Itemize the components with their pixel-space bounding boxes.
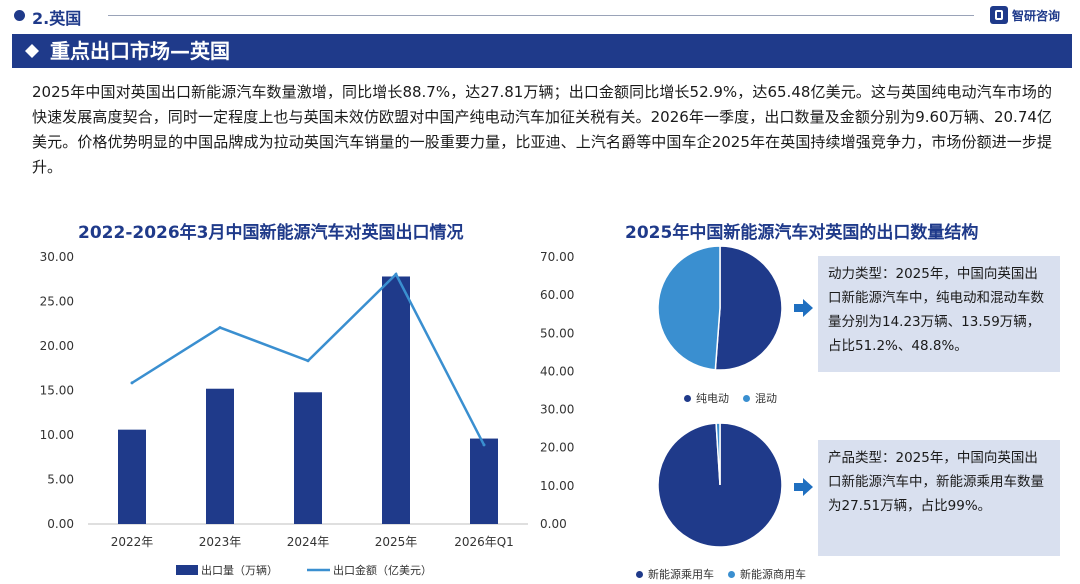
legend-swatch	[728, 570, 735, 578]
bullet-icon	[14, 10, 25, 21]
pie-slice	[657, 245, 721, 371]
x-tick-label: 2022年	[111, 535, 154, 549]
export-combo-chart: 0.00 5.00 10.00 15.00 20.00 25.00 30.00 0.00 10.…	[40, 250, 575, 577]
y-right-tick-label: 30.00	[540, 403, 574, 417]
y-left-tick-label: 5.00	[47, 473, 74, 487]
x-tick-label: 2023年	[199, 535, 242, 549]
top-bar: 2.英国 智研咨询	[0, 0, 1080, 30]
diamond-icon	[25, 44, 39, 58]
banner-title: 重点出口市场—英国	[50, 39, 230, 63]
left-chart-title: 2022-2026年3月中国新能源汽车对英国出口情况	[78, 223, 464, 243]
line-point	[306, 359, 310, 363]
y-left-tick-label: 10.00	[40, 428, 74, 442]
logo-icon	[990, 6, 1008, 24]
legend-item: 新能源乘用车	[636, 566, 714, 582]
y-left-tick-label: 25.00	[40, 295, 74, 309]
brand-logo: 智研咨询	[990, 5, 1060, 25]
y-right-tick-label: 20.00	[540, 441, 574, 455]
legend-item: 纯电动	[684, 390, 729, 406]
line-point	[218, 326, 222, 330]
line-point	[394, 272, 398, 276]
product-type-box: 产品类型：2025年，中国向英国出口新能源汽车中，新能源乘用车数量为27.51万…	[818, 440, 1060, 556]
bar-export-volume	[382, 276, 410, 524]
product-type-pie	[657, 422, 783, 548]
y-right-tick-label: 50.00	[540, 326, 574, 340]
legend-swatch	[684, 394, 691, 402]
legend-swatch	[743, 394, 750, 402]
y-right-tick-label: 60.00	[540, 288, 574, 302]
y-left-tick-label: 20.00	[40, 339, 74, 353]
intro-paragraph: 2025年中国对英国出口新能源汽车数量激增，同比增长88.7%，达27.81万辆…	[32, 83, 1052, 176]
bar-export-volume	[206, 388, 234, 524]
legend-item: 新能源商用车	[728, 566, 806, 582]
bar-export-volume	[470, 438, 498, 524]
pie-slice	[715, 422, 721, 486]
legend-label: 新能源乘用车	[648, 568, 714, 581]
legend-swatch-bar	[176, 565, 198, 575]
arrow-right-icon	[794, 478, 813, 496]
line-point	[482, 443, 486, 447]
arrow-right-icon	[794, 299, 813, 317]
legend-label-bar: 出口量（万辆）	[201, 563, 278, 577]
y-right-tick-label: 70.00	[540, 250, 574, 264]
legend-label: 纯电动	[696, 392, 729, 405]
logo-text: 智研咨询	[1012, 8, 1061, 23]
y-left-tick-label: 30.00	[40, 250, 74, 264]
pie-slice	[714, 245, 783, 371]
line-point	[130, 381, 134, 385]
y-right-tick-label: 0.00	[540, 517, 567, 531]
x-tick-label: 2025年	[375, 535, 418, 549]
legend-label: 新能源商用车	[740, 568, 806, 581]
legend-label-line: 出口金额（亿美元）	[333, 563, 432, 577]
bar-export-volume	[118, 429, 146, 524]
power-type-pie	[657, 245, 783, 371]
bar-export-volume	[294, 392, 322, 524]
divider	[108, 15, 974, 16]
legend-swatch	[636, 570, 643, 578]
y-right-tick-label: 40.00	[540, 364, 574, 378]
y-left-tick-label: 15.00	[40, 384, 74, 398]
banner: 重点出口市场—英国	[12, 34, 1072, 68]
x-tick-label: 2026年Q1	[454, 535, 514, 549]
product-type-legend: 新能源乘用车 新能源商用车	[636, 566, 820, 582]
right-chart-title: 2025年中国新能源汽车对英国的出口数量结构	[625, 223, 979, 243]
power-type-legend: 纯电动 混动	[684, 390, 791, 406]
section-title: 2.英国	[32, 9, 82, 28]
y-right-tick-label: 10.00	[540, 479, 574, 493]
x-tick-label: 2024年	[287, 535, 330, 549]
legend-label: 混动	[755, 392, 777, 405]
power-type-box: 动力类型：2025年，中国向英国出口新能源汽车中，纯电动和混动车数量分别为14.…	[818, 256, 1060, 372]
y-left-tick-label: 0.00	[47, 517, 74, 531]
legend-item: 混动	[743, 390, 777, 406]
